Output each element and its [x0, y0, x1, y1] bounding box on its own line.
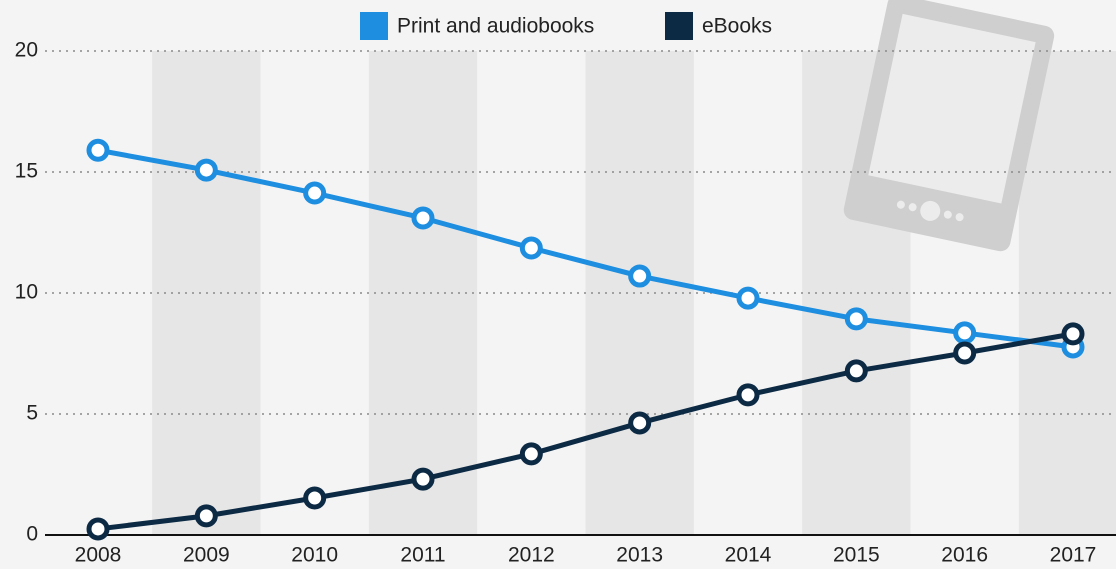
data-point — [194, 504, 218, 528]
y-tick-label: 5 — [26, 402, 38, 425]
data-point — [1061, 322, 1085, 346]
series-line — [97, 147, 1074, 350]
x-tick-label: 2008 — [75, 544, 122, 567]
data-point — [194, 158, 218, 182]
x-tick-label: 2010 — [291, 544, 338, 567]
tablet-dot — [943, 210, 952, 219]
data-point — [628, 411, 652, 435]
data-point — [86, 138, 110, 162]
x-tick-label: 2011 — [400, 544, 445, 567]
x-tick-label: 2017 — [1050, 544, 1097, 567]
x-tick-label: 2016 — [941, 544, 988, 567]
data-point — [411, 206, 435, 230]
data-point — [953, 341, 977, 365]
data-point — [953, 321, 977, 345]
x-tick-label: 2013 — [616, 544, 663, 567]
x-tick-label: 2015 — [833, 544, 880, 567]
y-tick-label: 10 — [15, 281, 38, 304]
tablet-screen — [868, 13, 1036, 204]
data-point — [303, 181, 327, 205]
x-tick-label: 2014 — [725, 544, 772, 567]
legend-label: Print and audiobooks — [397, 15, 594, 38]
data-point — [303, 486, 327, 510]
data-point — [844, 307, 868, 331]
data-point — [844, 359, 868, 383]
tablet-icon — [843, 0, 1055, 252]
data-point — [411, 467, 435, 491]
legend-label: eBooks — [702, 15, 772, 38]
data-point — [736, 383, 760, 407]
data-point — [628, 264, 652, 288]
legend-swatch — [360, 12, 388, 40]
y-tick-label: 20 — [15, 39, 38, 62]
tablet-button — [920, 200, 941, 221]
tablet-dot — [908, 203, 917, 212]
tablet-dot — [955, 213, 964, 222]
data-point — [519, 442, 543, 466]
y-tick-label: 0 — [26, 523, 38, 546]
tablet-dot — [896, 200, 905, 209]
y-tick-label: 15 — [15, 160, 38, 183]
x-tick-label: 2009 — [183, 544, 230, 567]
data-point — [736, 286, 760, 310]
x-tick-label: 2012 — [508, 544, 555, 567]
data-point — [519, 236, 543, 260]
series-line — [97, 331, 1074, 532]
data-point — [86, 517, 110, 541]
band — [585, 51, 694, 535]
legend-swatch — [665, 12, 693, 40]
